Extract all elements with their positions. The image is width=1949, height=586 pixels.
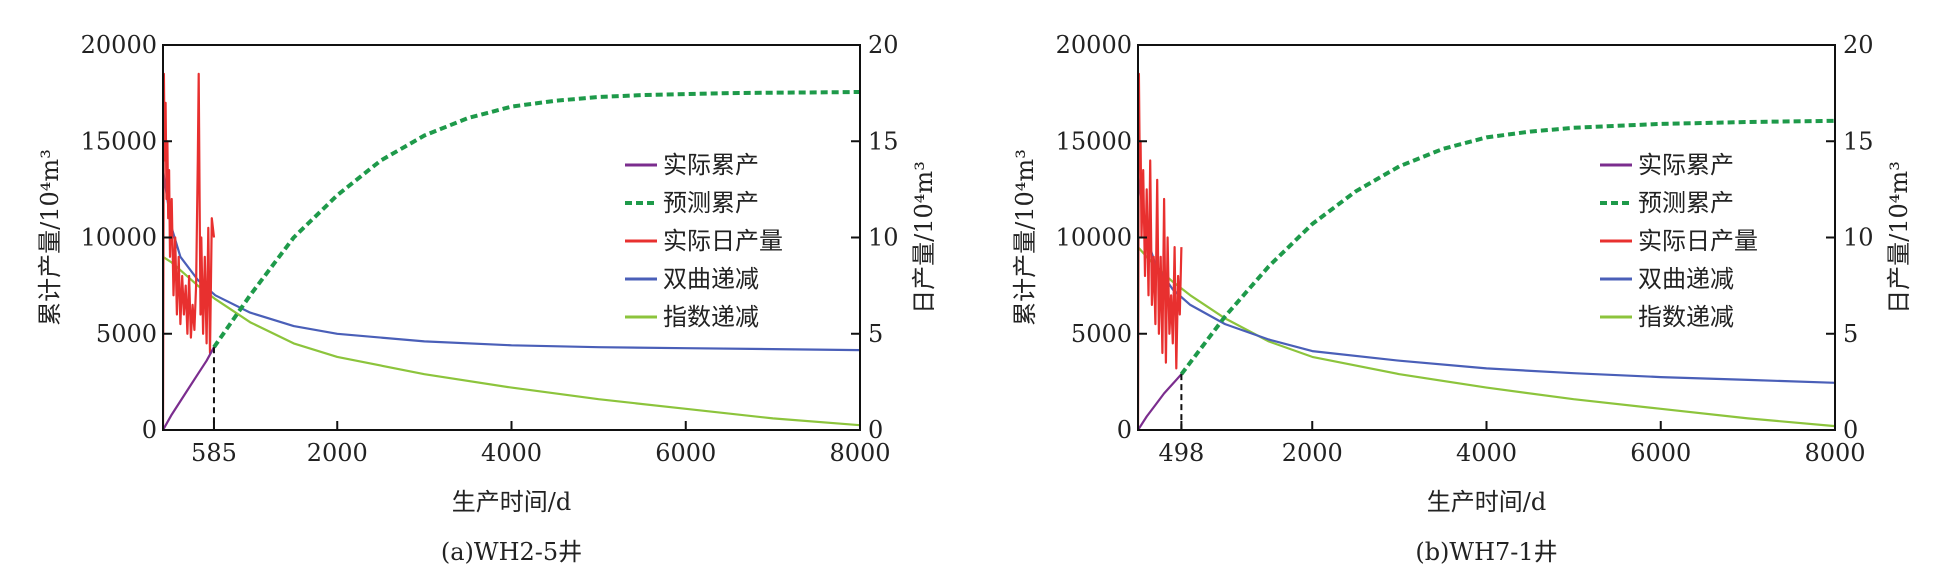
left-tick-label: 0 <box>1117 416 1132 444</box>
series-line-预测累产 <box>1179 118 1835 376</box>
left-tick-label: 15000 <box>1056 127 1132 155</box>
legend-label: 预测累产 <box>1638 189 1734 217</box>
x-tick-label: 2000 <box>1282 439 1343 467</box>
right-tick-label: 20 <box>1843 31 1874 59</box>
left-tick-label: 20000 <box>1056 31 1132 59</box>
left-axis-label: 累计产量/10⁴m³ <box>36 149 64 326</box>
x-tick-label: 4000 <box>1456 439 1517 467</box>
legend-label: 实际日产量 <box>1638 227 1758 255</box>
x-tick-label: 8000 <box>829 439 890 467</box>
x-axis-label: 生产时间/d <box>1427 488 1546 516</box>
legend-label: 指数递减 <box>1638 303 1734 331</box>
legend-label: 实际累产 <box>663 151 759 179</box>
right-tick-label: 10 <box>868 224 899 252</box>
left-tick-label: 5000 <box>1071 320 1132 348</box>
figure-caption: (b)WH7-1井 <box>1415 538 1557 566</box>
series-line-实际日产量 <box>1138 72 1183 430</box>
series-line-实际日产量 <box>163 72 216 430</box>
chart-panel-a: 0 5000 10000 15000 20000 0 5 10 15 20 2000 4000 6000… <box>0 0 974 586</box>
legend-label: 实际日产量 <box>663 227 783 255</box>
left-tick-label: 15000 <box>81 127 157 155</box>
left-tick-label: 5000 <box>96 320 157 348</box>
x-tick-label: 4000 <box>481 439 542 467</box>
x-tick-label: 8000 <box>1804 439 1865 467</box>
chart-svg-b: 0 5000 10000 15000 20000 0 5 10 15 20 2000 4000 6000… <box>1011 31 1913 566</box>
legend-label: 双曲递减 <box>663 265 759 293</box>
legend-label: 实际累产 <box>1638 151 1734 179</box>
chart-svg-a: 0 5000 10000 15000 20000 0 5 10 15 20 2000 4000 6000… <box>36 31 938 566</box>
x-axis-label: 生产时间/d <box>452 488 571 516</box>
right-tick-label: 0 <box>868 416 883 444</box>
right-tick-label: 5 <box>868 320 883 348</box>
right-axis-label: 日产量/10⁴m³ <box>1885 161 1913 314</box>
marker-tick-label: 585 <box>191 439 237 467</box>
right-tick-label: 15 <box>1843 127 1874 155</box>
right-tick-label: 0 <box>1843 416 1858 444</box>
left-tick-label: 10000 <box>81 224 157 252</box>
series-line-预测累产 <box>212 90 860 349</box>
right-tick-label: 10 <box>1843 224 1874 252</box>
right-axis-label: 日产量/10⁴m³ <box>910 161 938 314</box>
series-line-实际累产 <box>163 346 215 430</box>
figure-caption: (a)WH2-5井 <box>441 538 582 566</box>
legend-label: 指数递减 <box>663 303 759 331</box>
plot-area <box>1138 72 1835 430</box>
left-tick-label: 0 <box>142 416 157 444</box>
marker-tick-label: 498 <box>1158 439 1204 467</box>
plot-area <box>163 72 860 430</box>
right-tick-label: 15 <box>868 127 899 155</box>
x-tick-label: 2000 <box>307 439 368 467</box>
legend-label: 双曲递减 <box>1638 265 1734 293</box>
legend-label: 预测累产 <box>663 189 759 217</box>
series-line-指数递减 <box>163 255 860 427</box>
x-tick-label: 6000 <box>1630 439 1691 467</box>
chart-panel-b: 0 5000 10000 15000 20000 0 5 10 15 20 2000 4000 6000… <box>975 0 1949 586</box>
right-tick-label: 5 <box>1843 320 1858 348</box>
x-tick-label: 6000 <box>655 439 716 467</box>
left-axis-label: 累计产量/10⁴m³ <box>1011 149 1039 326</box>
left-tick-label: 20000 <box>81 31 157 59</box>
series-line-双曲递减 <box>163 169 860 352</box>
left-tick-label: 10000 <box>1056 224 1132 252</box>
series-line-实际累产 <box>1138 373 1183 430</box>
right-tick-label: 20 <box>868 31 899 59</box>
